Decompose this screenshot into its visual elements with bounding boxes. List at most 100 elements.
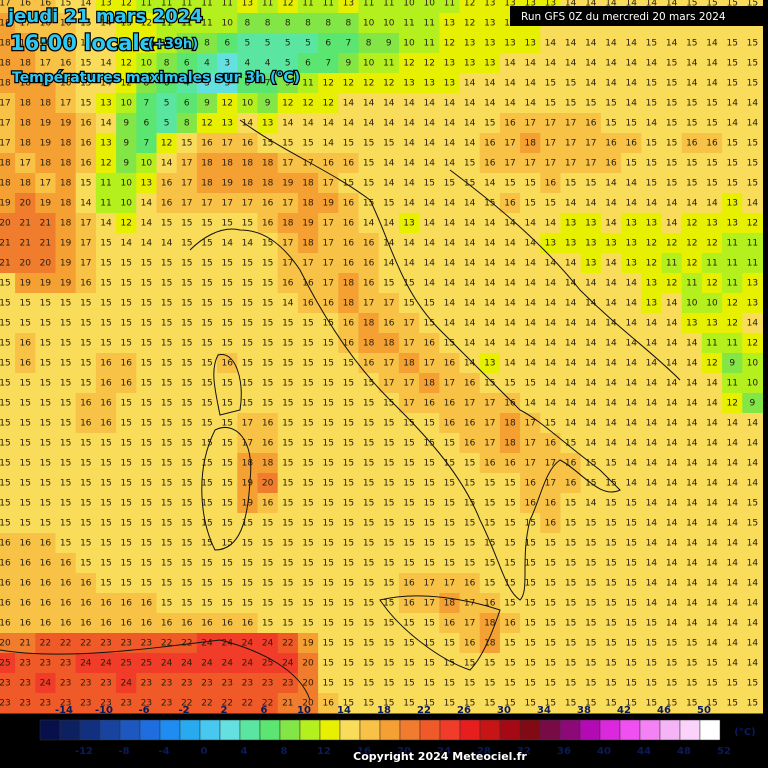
temperature-cell xyxy=(459,213,481,234)
temperature-value: 15 xyxy=(0,459,11,469)
temperature-value: 15 xyxy=(322,399,333,409)
temperature-value: 14 xyxy=(706,439,718,449)
temperature-cell xyxy=(0,0,16,14)
temperature-value: 15 xyxy=(686,179,697,189)
temperature-value: 15 xyxy=(302,139,313,149)
colorbar-swatch xyxy=(219,719,241,741)
temperature-cell xyxy=(95,53,117,74)
temperature-value: 5 xyxy=(285,59,291,69)
temperature-value: 15 xyxy=(242,319,253,329)
temperature-cell xyxy=(257,293,279,314)
temperature-cell xyxy=(378,333,400,354)
temperature-value: 15 xyxy=(19,399,30,409)
temperature-value: 14 xyxy=(282,119,294,129)
temperature-cell xyxy=(257,153,279,174)
temperature-value: 23 xyxy=(40,699,51,709)
temperature-value: 15 xyxy=(565,619,576,629)
temperature-cell xyxy=(116,153,137,174)
temperature-cell xyxy=(742,293,763,314)
temperature-cell xyxy=(196,0,218,14)
temperature-value: 15 xyxy=(605,479,616,489)
temperature-cell xyxy=(398,133,420,154)
temperature-value: 16 xyxy=(242,619,254,629)
temperature-cell xyxy=(439,0,460,14)
temperature-cell xyxy=(15,253,36,274)
temperature-value: 10 xyxy=(403,39,415,49)
temperature-value: 14 xyxy=(605,319,617,329)
colorbar-swatch xyxy=(39,719,61,741)
temperature-value: 6 xyxy=(325,39,331,49)
temperature-value: 15 xyxy=(423,519,434,529)
temperature-value: 17 xyxy=(80,259,91,269)
temperature-value: 4 xyxy=(204,59,210,69)
temperature-value: 15 xyxy=(80,359,91,369)
temperature-value: 15 xyxy=(686,679,697,689)
temperature-cell xyxy=(196,153,218,174)
temperature-value: 6 xyxy=(184,99,190,109)
temperature-value: 15 xyxy=(40,499,51,509)
temperature-value: 10 xyxy=(120,99,132,109)
temperature-cell xyxy=(419,253,440,274)
temperature-value: 17 xyxy=(545,139,556,149)
colorbar-swatch xyxy=(499,719,521,741)
temperature-value: 16 xyxy=(161,179,173,189)
temperature-value: 18 xyxy=(423,379,435,389)
temperature-value: 15 xyxy=(726,59,737,69)
temperature-cell xyxy=(378,233,400,254)
temperature-value: 15 xyxy=(484,199,495,209)
temperature-value: 13 xyxy=(444,59,455,69)
temperature-value: 12 xyxy=(161,139,172,149)
temperature-value: 10 xyxy=(686,299,698,309)
temperature-value: 15 xyxy=(141,299,152,309)
temperature-value: 15 xyxy=(282,519,293,529)
temperature-cell xyxy=(742,153,763,174)
temperature-value: 14 xyxy=(747,619,759,629)
temperature-cell xyxy=(55,33,77,54)
temperature-value: 12 xyxy=(747,219,758,229)
temperature-cell xyxy=(580,333,602,354)
temperature-cell xyxy=(0,193,16,214)
temperature-value: 15 xyxy=(161,519,172,529)
temperature-value: 15 xyxy=(80,379,91,389)
temperature-value: 12 xyxy=(706,279,717,289)
temperature-cell xyxy=(136,233,157,254)
temperature-cell xyxy=(540,33,561,54)
temperature-cell xyxy=(520,333,541,354)
temperature-value: 15 xyxy=(100,519,111,529)
temperature-value: 17 xyxy=(545,459,556,469)
temperature-value: 22 xyxy=(242,699,253,709)
temperature-value: 23 xyxy=(242,679,253,689)
temperature-value: 14 xyxy=(403,199,415,209)
temperature-value: 11 xyxy=(423,39,434,49)
temperature-cell xyxy=(641,293,662,314)
temperature-cell xyxy=(681,173,703,194)
temperature-value: 14 xyxy=(747,419,759,429)
temperature-value: 16 xyxy=(464,379,476,389)
temperature-value: 15 xyxy=(141,419,152,429)
temperature-cell xyxy=(0,333,16,354)
temperature-value: 15 xyxy=(646,159,657,169)
temperature-value: 16 xyxy=(524,499,536,509)
temperature-value: 14 xyxy=(565,419,577,429)
temperature-value: 14 xyxy=(625,379,637,389)
colorbar-swatch xyxy=(479,719,501,741)
temperature-value: 15 xyxy=(19,499,30,509)
temperature-cell xyxy=(95,73,117,94)
temperature-cell xyxy=(297,33,319,54)
temperature-value: 15 xyxy=(141,339,152,349)
temperature-value: 17 xyxy=(60,99,71,109)
temperature-value: 15 xyxy=(383,559,394,569)
temperature-cell xyxy=(35,93,56,114)
temperature-cell xyxy=(600,93,622,114)
temperature-value: 16 xyxy=(706,139,718,149)
temperature-cell xyxy=(95,13,117,34)
temperature-value: 14 xyxy=(585,199,597,209)
temperature-cell xyxy=(196,293,218,314)
temperature-value: 15 xyxy=(565,499,576,509)
temperature-cell xyxy=(277,173,299,194)
temperature-value: 16 xyxy=(0,619,11,629)
temperature-value: 20 xyxy=(40,259,52,269)
temperature-value: 23 xyxy=(100,679,111,689)
temperature-value: 14 xyxy=(605,299,617,309)
temperature-cell xyxy=(35,193,56,214)
